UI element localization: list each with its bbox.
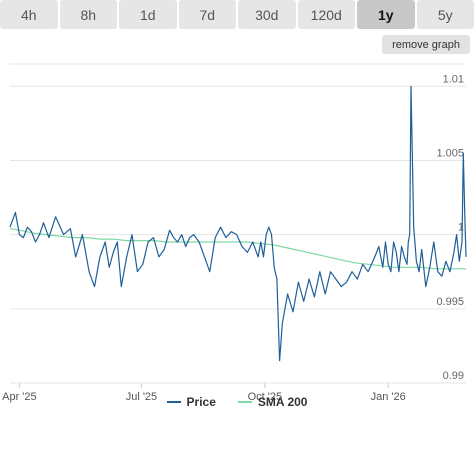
remove-graph-button[interactable]: remove graph <box>382 35 470 54</box>
tab-8h[interactable]: 8h <box>59 0 117 29</box>
legend-price-label: Price <box>186 395 216 409</box>
tab-5y[interactable]: 5y <box>416 0 474 29</box>
tab-4h[interactable]: 4h <box>0 0 58 29</box>
tab-30d[interactable]: 30d <box>238 0 296 29</box>
chart-legend: Price SMA 200 <box>0 393 474 411</box>
tab-7d[interactable]: 7d <box>178 0 236 29</box>
tab-1y[interactable]: 1y <box>357 0 415 29</box>
legend-sma-swatch <box>237 401 252 403</box>
tab-120d[interactable]: 120d <box>297 0 355 29</box>
x-tick-label: Apr '25 <box>2 391 37 403</box>
x-tick-label: Oct '25 <box>248 391 283 403</box>
x-tick-label: Jul '25 <box>126 391 157 403</box>
tab-1d[interactable]: 1d <box>119 0 177 29</box>
legend-sma-label: SMA 200 <box>257 395 308 409</box>
y-tick-label: 1.01 <box>443 73 464 85</box>
y-tick-label: 0.99 <box>443 370 464 382</box>
timeframe-tabs: 4h 8h 1d 7d 30d 120d 1y 5y <box>0 0 474 30</box>
price-series-line <box>9 85 467 362</box>
y-tick-label: 0.995 <box>436 296 464 308</box>
y-tick-label: 1.005 <box>436 147 464 159</box>
y-tick-label: 1 <box>458 222 464 234</box>
legend-price-swatch <box>166 401 181 403</box>
legend-item-price[interactable]: Price <box>166 395 216 409</box>
legend-item-sma[interactable]: SMA 200 <box>237 395 308 409</box>
x-tick-label: Jan '26 <box>371 391 406 403</box>
